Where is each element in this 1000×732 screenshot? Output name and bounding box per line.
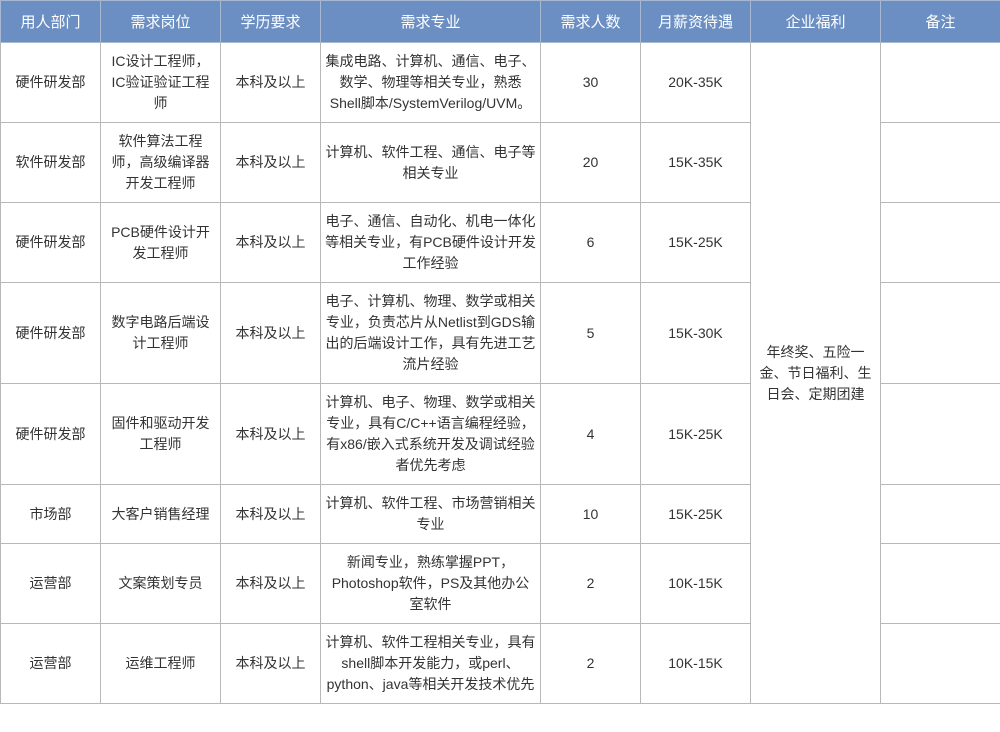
cell-major: 集成电路、计算机、通信、电子、数学、物理等相关专业，熟悉Shell脚本/Syst… xyxy=(321,43,541,123)
header-benefit: 企业福利 xyxy=(751,1,881,43)
cell-count: 6 xyxy=(541,203,641,283)
cell-major: 电子、通信、自动化、机电一体化等相关专业，有PCB硬件设计开发工作经验 xyxy=(321,203,541,283)
header-position: 需求岗位 xyxy=(101,1,221,43)
cell-count: 10 xyxy=(541,485,641,544)
cell-major: 计算机、软件工程、市场营销相关专业 xyxy=(321,485,541,544)
cell-count: 20 xyxy=(541,123,641,203)
cell-education: 本科及以上 xyxy=(221,203,321,283)
table-body: 硬件研发部 IC设计工程师，IC验证验证工程师 本科及以上 集成电路、计算机、通… xyxy=(1,43,1000,704)
cell-education: 本科及以上 xyxy=(221,283,321,384)
cell-count: 4 xyxy=(541,384,641,485)
cell-note xyxy=(881,544,1000,624)
cell-major: 计算机、软件工程、通信、电子等相关专业 xyxy=(321,123,541,203)
cell-major: 计算机、电子、物理、数学或相关专业，具有C/C++语言编程经验，有x86/嵌入式… xyxy=(321,384,541,485)
cell-count: 5 xyxy=(541,283,641,384)
cell-count: 2 xyxy=(541,624,641,704)
cell-note xyxy=(881,624,1000,704)
cell-department: 硬件研发部 xyxy=(1,283,101,384)
cell-department: 市场部 xyxy=(1,485,101,544)
header-department: 用人部门 xyxy=(1,1,101,43)
cell-position: 文案策划专员 xyxy=(101,544,221,624)
cell-note xyxy=(881,283,1000,384)
header-note: 备注 xyxy=(881,1,1000,43)
cell-note xyxy=(881,43,1000,123)
cell-salary: 15K-30K xyxy=(641,283,751,384)
cell-note xyxy=(881,485,1000,544)
cell-major: 电子、计算机、物理、数学或相关专业，负责芯片从Netlist到GDS输出的后端设… xyxy=(321,283,541,384)
cell-department: 运营部 xyxy=(1,544,101,624)
recruitment-table-container: 用人部门 需求岗位 学历要求 需求专业 需求人数 月薪资待遇 企业福利 备注 硬… xyxy=(0,0,1000,704)
cell-salary: 15K-25K xyxy=(641,203,751,283)
header-salary: 月薪资待遇 xyxy=(641,1,751,43)
header-row: 用人部门 需求岗位 学历要求 需求专业 需求人数 月薪资待遇 企业福利 备注 xyxy=(1,1,1000,43)
cell-position: 固件和驱动开发工程师 xyxy=(101,384,221,485)
cell-education: 本科及以上 xyxy=(221,485,321,544)
header-major: 需求专业 xyxy=(321,1,541,43)
table-row: 硬件研发部 IC设计工程师，IC验证验证工程师 本科及以上 集成电路、计算机、通… xyxy=(1,43,1000,123)
cell-salary: 15K-35K xyxy=(641,123,751,203)
cell-department: 硬件研发部 xyxy=(1,43,101,123)
recruitment-table: 用人部门 需求岗位 学历要求 需求专业 需求人数 月薪资待遇 企业福利 备注 硬… xyxy=(0,0,1000,704)
cell-note xyxy=(881,123,1000,203)
cell-education: 本科及以上 xyxy=(221,43,321,123)
cell-position: 运维工程师 xyxy=(101,624,221,704)
cell-salary: 10K-15K xyxy=(641,624,751,704)
cell-position: 软件算法工程师，高级编译器开发工程师 xyxy=(101,123,221,203)
cell-salary: 20K-35K xyxy=(641,43,751,123)
cell-position: IC设计工程师，IC验证验证工程师 xyxy=(101,43,221,123)
cell-major: 新闻专业，熟练掌握PPT，Photoshop软件，PS及其他办公室软件 xyxy=(321,544,541,624)
cell-position: 大客户销售经理 xyxy=(101,485,221,544)
cell-department: 硬件研发部 xyxy=(1,384,101,485)
cell-salary: 10K-15K xyxy=(641,544,751,624)
cell-salary: 15K-25K xyxy=(641,485,751,544)
cell-salary: 15K-25K xyxy=(641,384,751,485)
cell-department: 软件研发部 xyxy=(1,123,101,203)
cell-benefit: 年终奖、五险一金、节日福利、生日会、定期团建 xyxy=(751,43,881,704)
cell-education: 本科及以上 xyxy=(221,123,321,203)
header-count: 需求人数 xyxy=(541,1,641,43)
table-header: 用人部门 需求岗位 学历要求 需求专业 需求人数 月薪资待遇 企业福利 备注 xyxy=(1,1,1000,43)
cell-count: 30 xyxy=(541,43,641,123)
cell-position: PCB硬件设计开发工程师 xyxy=(101,203,221,283)
header-education: 学历要求 xyxy=(221,1,321,43)
cell-education: 本科及以上 xyxy=(221,624,321,704)
cell-department: 硬件研发部 xyxy=(1,203,101,283)
cell-position: 数字电路后端设计工程师 xyxy=(101,283,221,384)
cell-note xyxy=(881,384,1000,485)
cell-education: 本科及以上 xyxy=(221,384,321,485)
cell-major: 计算机、软件工程相关专业，具有shell脚本开发能力，或perl、python、… xyxy=(321,624,541,704)
cell-count: 2 xyxy=(541,544,641,624)
cell-department: 运营部 xyxy=(1,624,101,704)
cell-note xyxy=(881,203,1000,283)
cell-education: 本科及以上 xyxy=(221,544,321,624)
